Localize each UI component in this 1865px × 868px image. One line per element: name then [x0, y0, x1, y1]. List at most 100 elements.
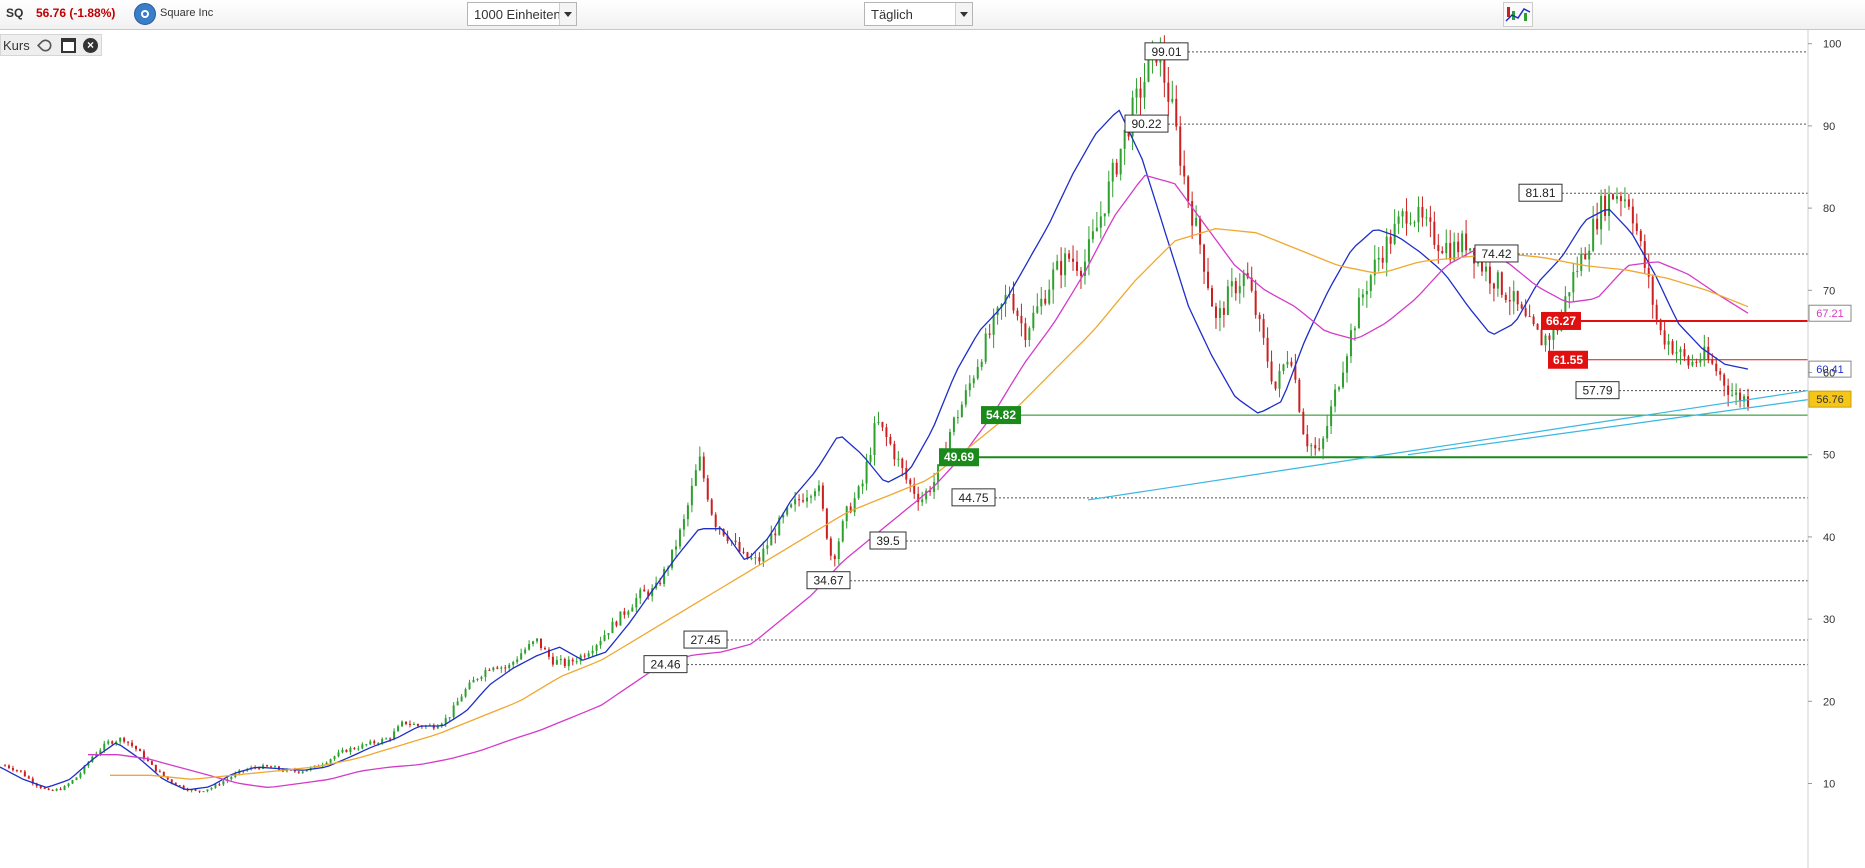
candle-body	[111, 741, 114, 744]
candle-body	[202, 791, 205, 793]
level-label-box	[951, 488, 996, 507]
candle-body	[1012, 293, 1015, 311]
chart-type-icon[interactable]	[1503, 2, 1533, 27]
candle-body	[543, 648, 546, 650]
candle-body	[746, 552, 749, 559]
square-logo-icon[interactable]	[134, 3, 156, 25]
candle-body	[1687, 356, 1690, 366]
candle-body	[405, 721, 408, 724]
candle-body	[1072, 258, 1075, 262]
candle-body	[1250, 277, 1253, 291]
candle-body	[162, 771, 165, 777]
candle-body	[1711, 359, 1714, 364]
candle-body	[873, 423, 876, 456]
candle-body	[1631, 206, 1634, 224]
candle-body	[452, 705, 455, 718]
candle-body	[1139, 88, 1142, 98]
level-label-box	[1474, 244, 1519, 263]
candle-body	[1417, 206, 1420, 223]
candle-body	[1465, 233, 1468, 251]
candle-body	[1345, 356, 1348, 373]
candle-body	[571, 659, 574, 662]
candle-body	[762, 548, 765, 562]
candle-body	[1703, 346, 1706, 361]
candle-body	[706, 478, 709, 500]
candle-body	[1242, 273, 1245, 287]
candle-body	[488, 669, 491, 671]
candle-body	[305, 770, 308, 772]
candle-body	[563, 659, 566, 667]
candle-body	[1564, 296, 1567, 314]
candle-body	[170, 779, 173, 783]
candle-body	[480, 676, 483, 679]
candle-body	[1028, 328, 1031, 340]
candle-body	[1608, 194, 1611, 216]
candle-body	[436, 726, 439, 729]
candle-body	[1361, 294, 1364, 298]
candle-body	[325, 762, 328, 765]
candle-body	[909, 479, 912, 485]
ticker-symbol: SQ	[6, 6, 24, 20]
candle-body	[377, 743, 380, 745]
candle-body	[67, 783, 70, 787]
candle-body	[1671, 341, 1674, 354]
axis-badge	[1808, 304, 1852, 322]
ma-mid-line	[88, 174, 1749, 788]
candle-body	[401, 721, 404, 727]
candle-body	[540, 638, 543, 649]
y-tick-label: 30	[1823, 614, 1835, 626]
candle-body	[1405, 211, 1408, 224]
candle-body	[833, 555, 836, 560]
candle-body	[980, 361, 983, 367]
chevron-down-icon[interactable]	[559, 3, 576, 25]
candle-body	[210, 787, 213, 790]
candle-body	[1739, 392, 1742, 402]
candle-body	[547, 649, 550, 657]
candle-body	[742, 551, 745, 553]
candle-body	[1298, 379, 1301, 412]
company-name[interactable]: Square Inc	[160, 7, 214, 19]
chevron-down-icon[interactable]	[955, 3, 972, 25]
candle-body	[714, 514, 717, 527]
candle-body	[1111, 162, 1114, 182]
candle-body	[230, 777, 233, 780]
candle-body	[456, 701, 459, 706]
candle-body	[1433, 221, 1436, 245]
candle-body	[536, 638, 539, 642]
candle-body	[1274, 381, 1277, 389]
candle-body	[1520, 304, 1523, 309]
candle-body	[297, 771, 300, 773]
level-label-text: 27.45	[690, 633, 720, 647]
candle-body	[1484, 266, 1487, 272]
candle-body	[1334, 389, 1337, 407]
candle-body	[1596, 218, 1599, 230]
candle-body	[623, 611, 626, 615]
candle-body	[591, 650, 594, 654]
units-select[interactable]: 1000 Einheiten	[467, 2, 577, 26]
candle-body	[1024, 323, 1027, 340]
candle-body	[1262, 319, 1265, 338]
candle-body	[1171, 98, 1174, 102]
candle-body	[1469, 248, 1472, 251]
axis-badge-text: 60.41	[1816, 364, 1844, 376]
close-icon[interactable]: ×	[83, 38, 98, 53]
candle-body	[146, 758, 149, 762]
axis-badge-text: 67.21	[1816, 308, 1844, 320]
candle-body	[1413, 222, 1416, 224]
candle-body	[1604, 195, 1607, 216]
window-icon[interactable]	[61, 38, 76, 53]
candle-body	[99, 750, 102, 754]
candle-body	[11, 767, 14, 771]
candle-body	[952, 417, 955, 432]
level-label-box	[643, 655, 688, 674]
candle-body	[258, 767, 261, 769]
candle-body	[1504, 294, 1507, 301]
price-chart[interactable]: 99.01 90.22 81.81 74.42 57.79 44.75 39.5 34.67 2…	[0, 30, 1865, 868]
candle-body	[1445, 242, 1448, 254]
candle-body	[710, 499, 713, 515]
candle-body	[802, 500, 805, 502]
candle-body	[464, 689, 467, 697]
candle-body	[154, 764, 157, 772]
candle-body	[178, 785, 181, 787]
period-select[interactable]: Täglich	[864, 2, 973, 26]
